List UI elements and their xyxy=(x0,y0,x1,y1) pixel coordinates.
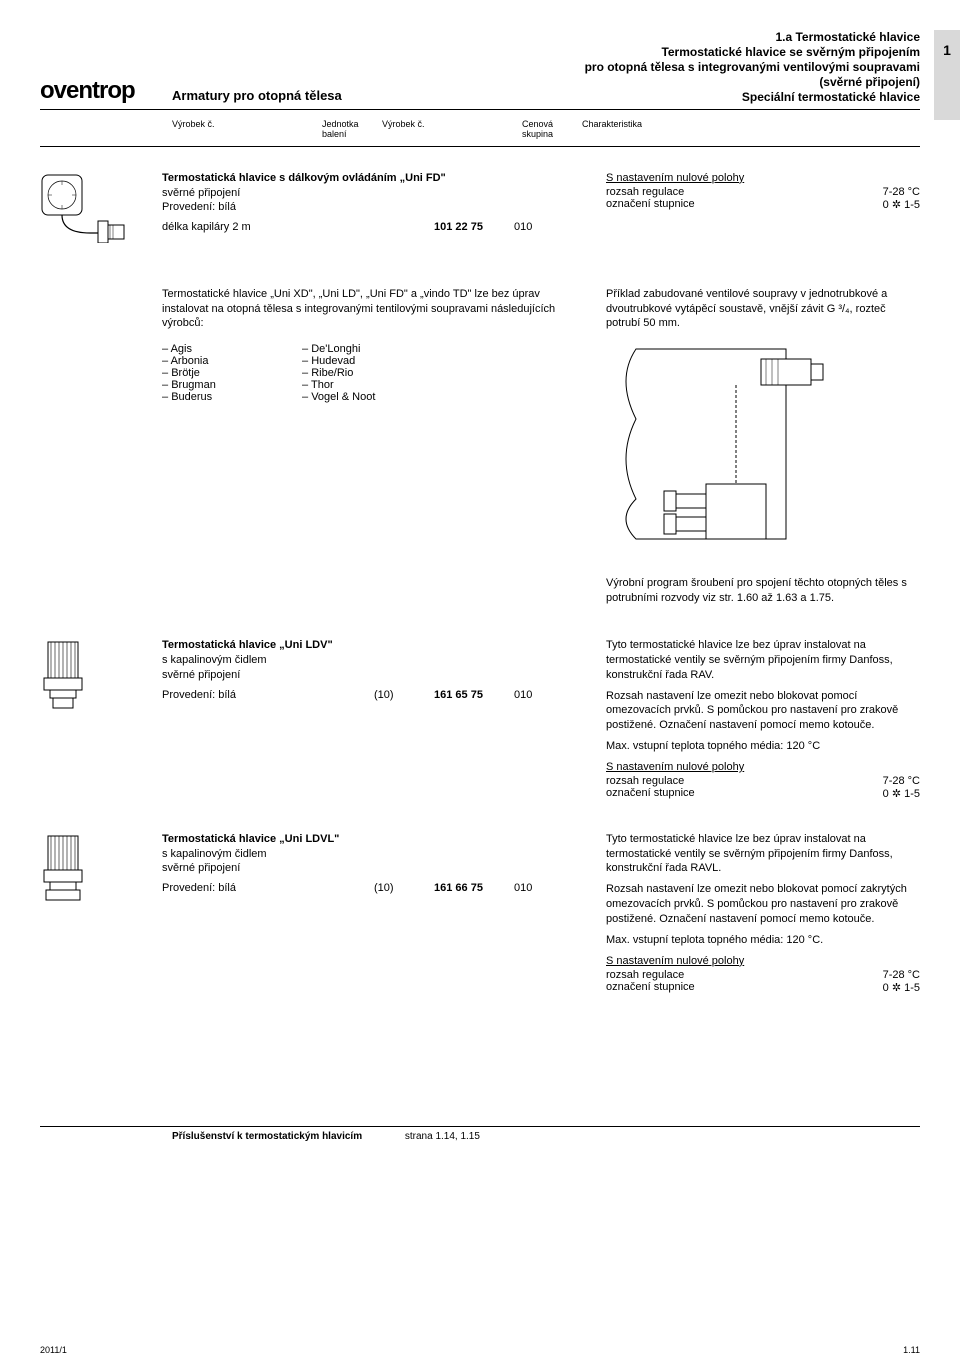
product-row: Provedení: bílá (10) 161 66 75 010 xyxy=(162,882,582,894)
row-label: Provedení: bílá xyxy=(162,882,374,894)
desc-para: Rozsah nastavení lze omezit nebo blokova… xyxy=(606,689,920,734)
header-title-line: 1.a Termostatické hlavice xyxy=(585,30,920,45)
spec-head: S nastavením nulové polohy xyxy=(606,954,920,969)
product-sub: s kapalinovým čidlem xyxy=(162,847,582,862)
header-subtitle: Armatury pro otopná tělesa xyxy=(162,88,585,105)
desc-para: Tyto termostatické hlavice lze bez úprav… xyxy=(606,638,920,683)
mfr-col2: De'Longhi Hudevad Ribe/Rio Thor Vogel & … xyxy=(302,343,442,403)
right-col: S nastavením nulové polohy rozsah regula… xyxy=(582,171,920,243)
thermostat-head-icon xyxy=(40,834,86,906)
row-group: 010 xyxy=(514,689,564,701)
page: oventrop Armatury pro otopná tělesa 1.a … xyxy=(0,0,960,1369)
section-uni-fd: Termostatická hlavice s dálkovým ovládán… xyxy=(40,171,920,243)
program-note: Výrobní program šroubení pro spojení těc… xyxy=(606,576,920,606)
footer-left: 2011/1 xyxy=(40,1345,67,1355)
list-item: Hudevad xyxy=(302,355,442,367)
right-col: Tyto termostatické hlavice lze bez úprav… xyxy=(582,638,920,800)
desc-para: Rozsah nastavení lze omezit nebo blokova… xyxy=(606,882,920,927)
valve-example-text: Příklad zabudované ventilové soupravy v … xyxy=(606,287,920,332)
list-item: Ribe/Rio xyxy=(302,367,442,379)
row-article: 101 22 75 xyxy=(434,221,514,233)
footer-right: 1.11 xyxy=(903,1345,920,1355)
product-title: Termostatická hlavice „Uni LDV" xyxy=(162,638,582,653)
colhdr-pkg: Jednotka balení xyxy=(322,120,382,140)
mfr-col1: Agis Arbonia Brötje Brugman Buderus xyxy=(162,343,302,403)
colhdr-char: Charakteristika xyxy=(582,120,702,140)
row-pkg xyxy=(374,221,434,233)
colhdr-pricegroup: Cenová skupina xyxy=(522,120,582,140)
list-item: Arbonia xyxy=(162,355,302,367)
header-title-line: pro otopná tělesa s integrovanými ventil… xyxy=(585,60,920,75)
left-col: Termostatická hlavice „Uni LDV" s kapali… xyxy=(162,638,582,800)
section-uni-ldvl: Termostatická hlavice „Uni LDVL" s kapal… xyxy=(40,832,920,994)
spec-head: S nastavením nulové polohy xyxy=(606,760,920,775)
header-title: 1.a Termostatické hlavice Termostatické … xyxy=(585,30,920,105)
list-item: Thor xyxy=(302,379,442,391)
section-uni-ldv: Termostatická hlavice „Uni LDV" s kapali… xyxy=(40,638,920,800)
row-group: 010 xyxy=(514,221,564,233)
mfr-para: Termostatické hlavice „Uni XD", „Uni LD"… xyxy=(162,287,582,332)
product-title: Termostatická hlavice s dálkovým ovládán… xyxy=(162,171,582,186)
list-item: Brötje xyxy=(162,367,302,379)
page-header: oventrop Armatury pro otopná tělesa 1.a … xyxy=(40,30,920,110)
footer-accessories-page: strana 1.14, 1.15 xyxy=(405,1131,480,1142)
footer-accessories: Příslušenství k termostatickým hlavicím … xyxy=(40,1126,920,1142)
valve-diagram xyxy=(606,339,920,552)
header-title-line: (svěrné připojení) xyxy=(585,75,920,90)
list-item: Buderus xyxy=(162,391,302,403)
product-sub: svěrné připojení xyxy=(162,668,582,683)
colhdr-product1: Výrobek č. xyxy=(172,120,322,140)
header-title-line: Termostatické hlavice se svěrným připoje… xyxy=(585,45,920,60)
right-col: Příklad zabudované ventilové soupravy v … xyxy=(582,287,920,606)
left-col: Termostatická hlavice s dálkovým ovládán… xyxy=(162,171,582,243)
row-label: délka kapiláry 2 m xyxy=(162,221,374,233)
desc-para: Max. vstupní teplota topného média: 120 … xyxy=(606,933,920,948)
left-col: Termostatické hlavice „Uni XD", „Uni LD"… xyxy=(162,287,582,606)
list-item: De'Longhi xyxy=(302,343,442,355)
row-pkg: (10) xyxy=(374,882,434,894)
desc-para: Max. vstupní teplota topného média: 120 … xyxy=(606,739,920,754)
section-manufacturers: Termostatické hlavice „Uni XD", „Uni LD"… xyxy=(40,287,920,606)
product-sub: s kapalinovým čidlem xyxy=(162,653,582,668)
product-row: Provedení: bílá (10) 161 65 75 010 xyxy=(162,689,582,701)
left-col: Termostatická hlavice „Uni LDVL" s kapal… xyxy=(162,832,582,994)
spec-head: S nastavením nulové polohy xyxy=(606,171,920,186)
row-pkg: (10) xyxy=(374,689,434,701)
page-footer: 2011/1 1.11 xyxy=(40,1345,920,1355)
manufacturer-columns: Agis Arbonia Brötje Brugman Buderus De'L… xyxy=(162,343,582,403)
logo: oventrop xyxy=(40,77,162,105)
product-sub: svěrné připojení xyxy=(162,861,582,876)
product-title: Termostatická hlavice „Uni LDVL" xyxy=(162,832,582,847)
row-article: 161 66 75 xyxy=(434,882,514,894)
product-sub: Provedení: bílá xyxy=(162,200,582,215)
logo-text: oventrop xyxy=(40,77,135,104)
desc-para: Tyto termostatické hlavice lze bez úprav… xyxy=(606,832,920,877)
thermostat-head-icon xyxy=(40,640,86,712)
column-headers: Výrobek č. Jednotka balení Výrobek č. Ce… xyxy=(40,116,920,147)
row-article: 161 65 75 xyxy=(434,689,514,701)
product-sub: svěrné připojení xyxy=(162,186,582,201)
thumb-uni-ldvl xyxy=(40,832,162,994)
row-group: 010 xyxy=(514,882,564,894)
list-item: Agis xyxy=(162,343,302,355)
thumb-uni-fd xyxy=(40,171,162,243)
remote-sensor-icon xyxy=(40,173,130,243)
valve-assembly-icon xyxy=(606,339,846,549)
colhdr-product2: Výrobek č. xyxy=(382,120,452,140)
list-item: Brugman xyxy=(162,379,302,391)
row-label: Provedení: bílá xyxy=(162,689,374,701)
product-row: délka kapiláry 2 m 101 22 75 010 xyxy=(162,221,582,233)
list-item: Vogel & Noot xyxy=(302,391,442,403)
header-title-line: Speciální termostatické hlavice xyxy=(585,90,920,105)
thumb-uni-ldv xyxy=(40,638,162,800)
right-col: Tyto termostatické hlavice lze bez úprav… xyxy=(582,832,920,994)
footer-accessories-label: Příslušenství k termostatickým hlavicím xyxy=(172,1131,362,1142)
